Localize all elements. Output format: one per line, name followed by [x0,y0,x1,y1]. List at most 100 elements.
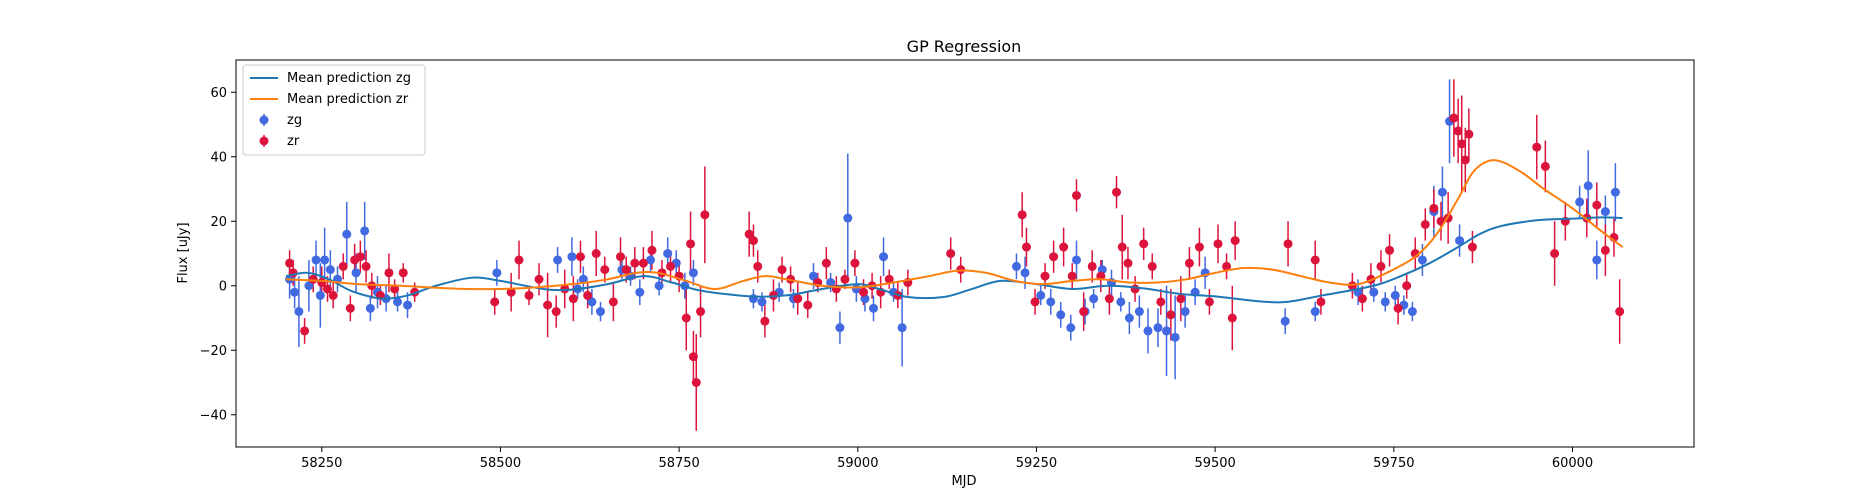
zr-point [946,249,956,258]
legend-swatch-zg-marker [259,115,269,125]
zg-point [897,323,907,333]
zr-point [793,294,803,304]
x-axis-label: MJD [951,474,976,489]
zr-point [543,300,553,310]
zr-point [884,274,894,284]
zr-point [524,290,534,300]
zg-point [492,268,502,278]
zg-point [596,307,605,317]
zr-point [1316,297,1326,307]
zr-point [384,268,394,278]
zr-point [1592,200,1602,210]
zg-point [646,255,656,265]
zg-point [1153,323,1163,333]
zr-point [666,261,676,271]
zg-point [1020,268,1030,278]
zg-point [1011,261,1021,271]
zr-point [686,239,696,249]
zr-point [361,261,371,271]
zr-point [696,307,706,317]
y-tick-label: 40 [210,150,227,165]
zg-point [1143,326,1153,336]
x-tick-label: 58750 [658,456,699,471]
zr-point [1021,242,1031,252]
zr-point [355,252,365,262]
zr-point [1194,242,1204,252]
legend-label-mean-zg: Mean prediction zg [287,71,411,86]
zr-point [1460,155,1470,165]
zr-point [560,284,570,294]
zr-point [285,258,295,268]
zg-point [294,307,304,317]
zr-point [1393,303,1403,313]
zr-point [1385,245,1395,255]
zr-point [1104,294,1114,304]
zr-point [398,268,408,278]
zr-point [1464,129,1474,139]
zr-point [1156,297,1166,307]
zr-point [1147,261,1157,271]
zr-point [1230,236,1240,246]
zr-point [744,229,754,239]
zg-point [325,265,335,275]
x-tick-label: 59750 [1373,456,1414,471]
zr-point [859,287,869,297]
zg-point [688,268,698,278]
zr-point [1204,297,1214,307]
zg-point [1592,255,1602,265]
zr-point [1059,242,1069,252]
zg-point [1089,294,1099,304]
mean-prediction-zr-line [285,159,1624,291]
legend-label-zg: zg [287,113,302,128]
zg-point [403,300,413,310]
zg-point [1180,307,1190,317]
zg-point [1390,290,1400,300]
zr-point [1222,261,1232,271]
zr-point [681,313,691,323]
legend-swatch-zr-marker [259,136,269,146]
zr-point [840,274,850,284]
zr-point [328,290,338,300]
x-tick-label: 59250 [1016,456,1057,471]
zr-point [1049,252,1059,262]
zg-point [393,297,403,307]
x-tick-label: 60000 [1552,456,1593,471]
x-tick-label: 59500 [1194,456,1235,471]
x-axis-ticks: 58250 58500 58750 59000 59250 59500 59750 60000 [301,447,1593,471]
zg-point [360,226,370,236]
zr-point [647,245,657,255]
zr-point [1376,261,1386,271]
zr-point [1540,161,1550,171]
zr-point [1357,294,1367,304]
zg-point [1036,290,1046,300]
zg-point [1380,297,1390,307]
zr-point [1123,258,1133,268]
zg-point [365,303,375,313]
zg-point [879,252,889,262]
zg-point [351,268,361,278]
zg-point [320,255,330,265]
y-tick-label: −40 [200,408,227,423]
zr-point [748,236,758,246]
zg-point [1583,181,1593,191]
zr-point [1283,239,1293,249]
zr-point [1213,239,1223,249]
zg-point [1170,332,1180,342]
zg-point [290,287,300,297]
zg-point [1575,197,1585,207]
zr-point [1615,307,1625,317]
zr-point [1600,245,1610,255]
chart-title: GP Regression [907,37,1022,56]
zr-point [1184,258,1194,268]
zg-point [1310,307,1320,317]
x-tick-label: 59000 [837,456,878,471]
zr-point [1017,210,1027,220]
zg-point [869,303,879,313]
zg-point [757,297,767,307]
y-tick-label: 0 [219,279,227,294]
zr-point [300,326,310,336]
y-tick-label: 60 [210,86,227,101]
zr-point [1449,113,1459,123]
zg-point [843,213,853,223]
